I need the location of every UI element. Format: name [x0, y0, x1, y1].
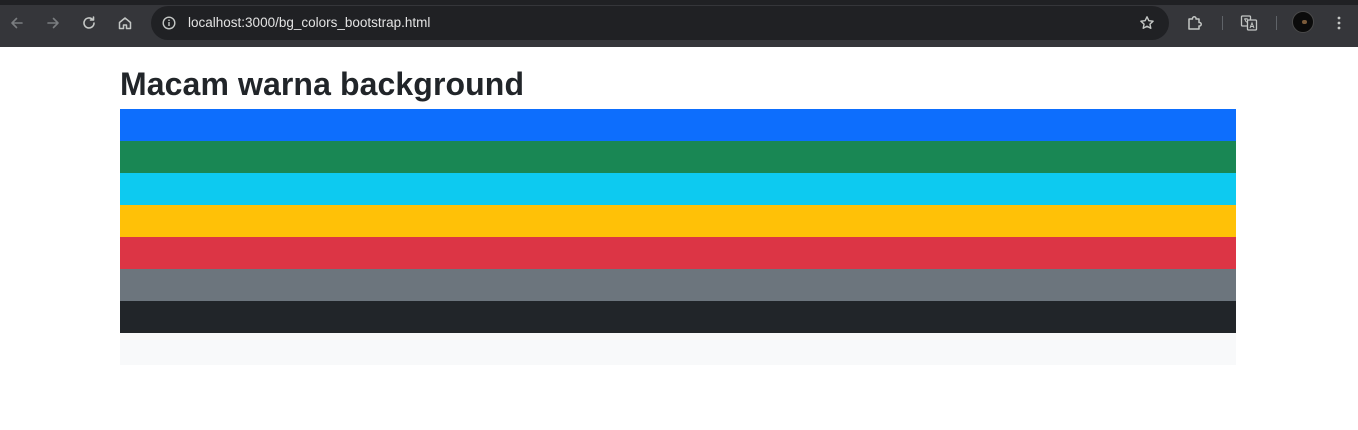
home-icon [118, 17, 132, 30]
color-swatch-warning [120, 205, 1236, 237]
puzzle-icon [1188, 16, 1202, 30]
kebab-menu-icon [1337, 16, 1341, 30]
url-path: :3000/bg_colors_bootstrap.html [241, 15, 431, 30]
arrow-left-icon [11, 17, 23, 29]
menu-button[interactable] [1325, 9, 1353, 37]
reload-icon [83, 16, 95, 29]
color-swatch-light [120, 333, 1236, 365]
site-info-icon[interactable] [159, 13, 179, 33]
color-swatch-list [120, 109, 1236, 365]
color-swatch-dark [120, 301, 1236, 333]
toolbar-divider [1276, 16, 1277, 30]
address-bar[interactable]: localhost:3000/bg_colors_bootstrap.html [151, 6, 1169, 40]
toolbar-divider [1222, 16, 1223, 30]
home-button[interactable] [111, 9, 139, 37]
url-text[interactable]: localhost:3000/bg_colors_bootstrap.html [188, 6, 430, 40]
profile-avatar[interactable] [1292, 11, 1314, 33]
forward-button[interactable] [39, 9, 67, 37]
bookmark-star-icon[interactable] [1137, 13, 1157, 33]
color-swatch-secondary [120, 269, 1236, 301]
url-host: localhost [188, 15, 242, 30]
browser-toolbar: localhost:3000/bg_colors_bootstrap.html [0, 0, 1358, 47]
extensions-button[interactable] [1181, 9, 1209, 37]
arrow-right-icon [47, 17, 59, 29]
translate-icon [1240, 15, 1258, 31]
translate-button[interactable] [1235, 9, 1263, 37]
page-title: Macam warna background [120, 66, 525, 102]
page-content: Macam warna background [120, 47, 1236, 365]
back-button[interactable] [3, 9, 31, 37]
color-swatch-success [120, 141, 1236, 173]
color-swatch-primary [120, 109, 1236, 141]
reload-button[interactable] [75, 9, 103, 37]
color-swatch-danger [120, 237, 1236, 269]
color-swatch-info [120, 173, 1236, 205]
